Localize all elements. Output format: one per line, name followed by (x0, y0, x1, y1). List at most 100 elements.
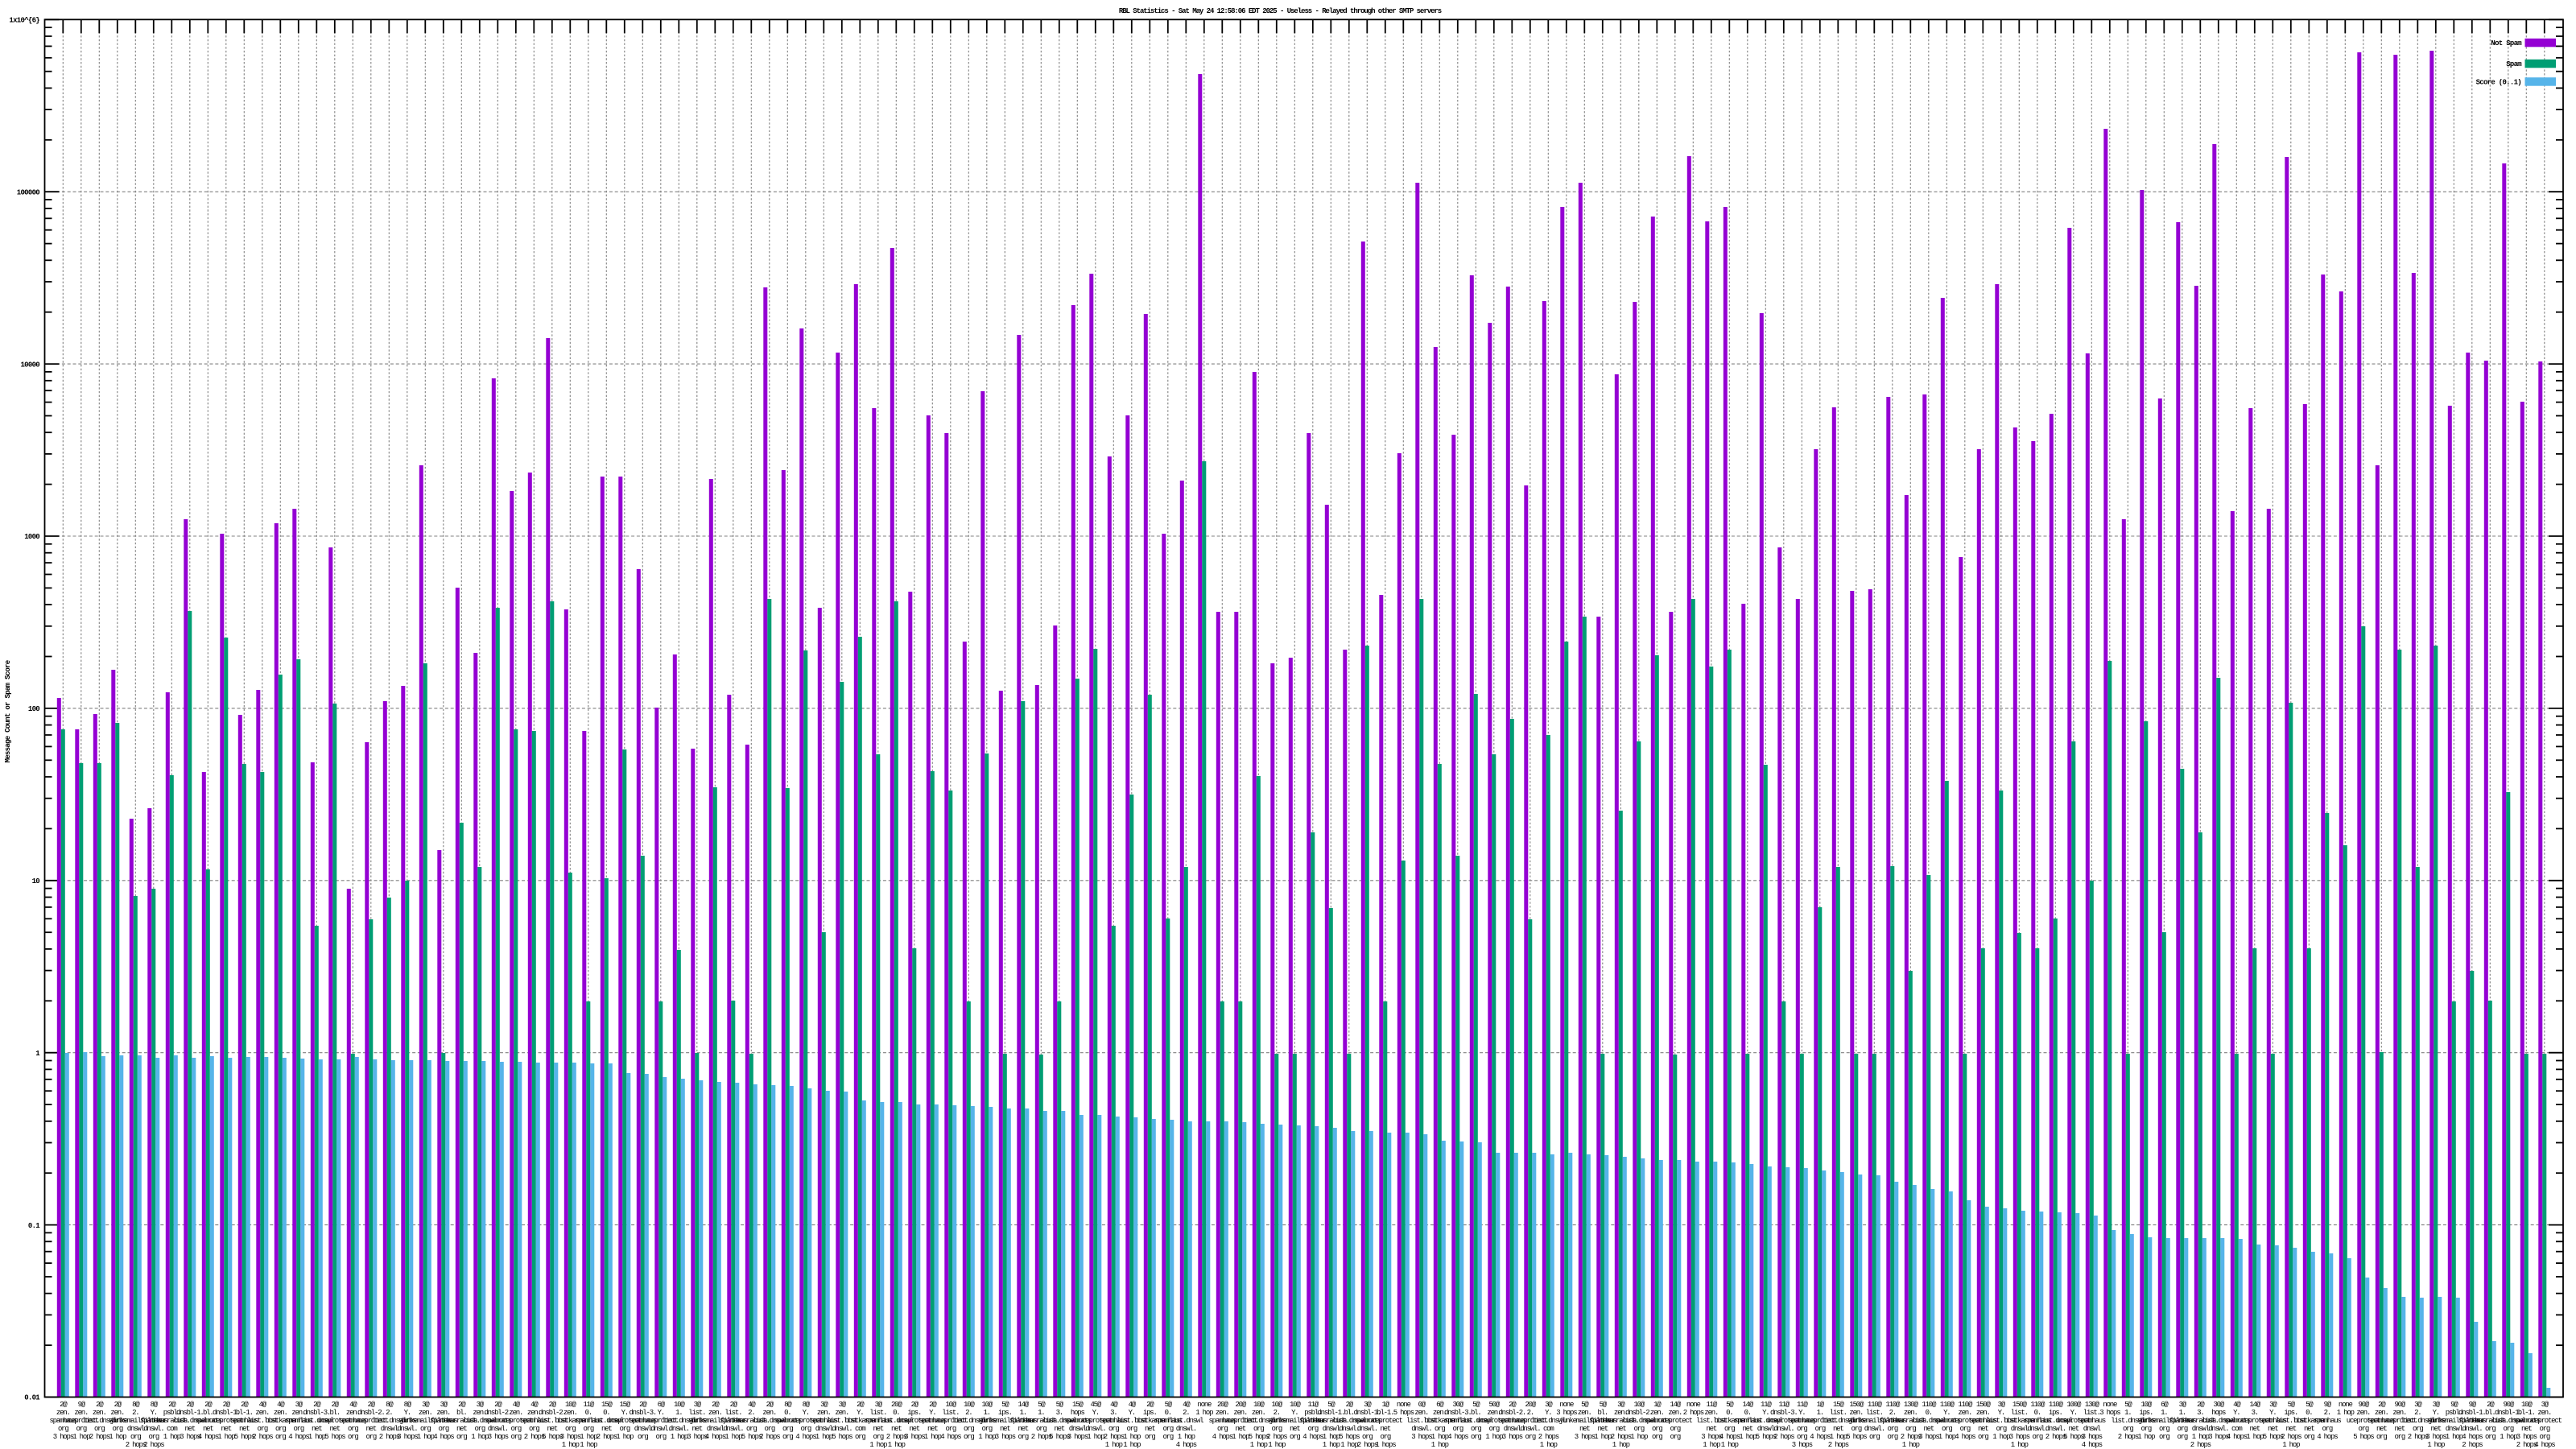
svg-text:net: net (909, 1425, 919, 1433)
svg-text:10@: 10@ (964, 1401, 975, 1409)
svg-text:30@: 30@ (1452, 1401, 1463, 1409)
svg-text:1.: 1. (1817, 1409, 1823, 1417)
svg-text:2 hops: 2 hops (2462, 1441, 2483, 1449)
svg-text:3@: 3@ (839, 1401, 847, 1409)
svg-text:110@: 110@ (1868, 1401, 1883, 1409)
svg-text:spamhaus: spamhaus (629, 1417, 656, 1425)
svg-text:spamhaus: spamhaus (2458, 1417, 2486, 1425)
svg-text:spamrats: spamrats (484, 1417, 511, 1425)
svg-text:15@: 15@ (619, 1401, 630, 1409)
svg-text:org: org (2159, 1433, 2169, 1441)
svg-text:5 hops: 5 hops (324, 1433, 345, 1441)
svg-text:dnsbl-2.: dnsbl-2. (1498, 1409, 1525, 1417)
svg-text:dnsbl-1.: dnsbl-1. (2495, 1409, 2522, 1417)
svg-text:org: org (619, 1425, 630, 1433)
svg-text:1 hop: 1 hop (2011, 1441, 2029, 1449)
svg-text:net: net (184, 1425, 195, 1433)
svg-text:list.: list. (2083, 1409, 2100, 1417)
svg-text:org: org (2376, 1433, 2387, 1441)
svg-text:1 hop: 1 hop (1087, 1433, 1104, 1441)
svg-text:5@: 5@ (1327, 1401, 1335, 1409)
svg-text:1 hop: 1 hop (2137, 1433, 2155, 1441)
svg-text:spamhaus: spamhaus (285, 1417, 312, 1425)
svg-text:hostkarma: hostkarma (2293, 1417, 2326, 1425)
svg-text:none: none (1197, 1401, 1212, 1409)
svg-text:org: org (1471, 1433, 1481, 1441)
svg-text:org: org (1435, 1425, 1445, 1433)
svg-text:Y.: Y. (151, 1409, 157, 1417)
svg-text:2 hops: 2 hops (2408, 1433, 2429, 1441)
svg-text:spamrats: spamrats (2512, 1417, 2540, 1425)
svg-text:Y.: Y. (2233, 1409, 2240, 1417)
svg-text:ips.: ips. (2284, 1409, 2297, 1417)
svg-text:bl.: bl. (1471, 1409, 1481, 1417)
svg-text:org: org (94, 1425, 105, 1433)
svg-text:spamhaus: spamhaus (1734, 1417, 1761, 1425)
svg-text:8@: 8@ (132, 1401, 140, 1409)
svg-text:org: org (764, 1425, 774, 1433)
svg-text:org: org (782, 1433, 793, 1441)
svg-text:org: org (58, 1425, 68, 1433)
svg-text:uceprotect: uceprotect (1658, 1417, 1693, 1425)
svg-text:1.: 1. (2161, 1409, 2167, 1417)
svg-text:org: org (2503, 1425, 2513, 1433)
svg-text:org: org (655, 1433, 666, 1441)
svg-text:5@: 5@ (2288, 1401, 2296, 1409)
svg-text:100: 100 (28, 705, 39, 713)
svg-text:9@: 9@ (78, 1401, 86, 1409)
svg-text:org: org (800, 1425, 811, 1433)
svg-text:10@: 10@ (1290, 1401, 1301, 1409)
svg-text:3.: 3. (2252, 1409, 2258, 1417)
svg-text:zen.: zen. (817, 1409, 831, 1417)
svg-text:4 hops: 4 hops (1447, 1433, 1468, 1441)
svg-text:zen.: zen. (2537, 1409, 2551, 1417)
svg-text:org: org (1162, 1425, 1173, 1433)
svg-text:dnsbl-3.: dnsbl-3. (1770, 1409, 1798, 1417)
svg-text:psbl.: psbl. (163, 1409, 180, 1417)
svg-text:list.dnswl: list.dnswl (299, 1417, 334, 1425)
svg-text:net: net (456, 1425, 467, 1433)
svg-text:spamrats: spamrats (1353, 1417, 1381, 1425)
svg-text:list.dnswl: list.dnswl (1459, 1417, 1493, 1425)
svg-text:hostkarma: hostkarma (2004, 1417, 2036, 1425)
svg-text:org: org (76, 1425, 86, 1433)
svg-text:2@: 2@ (60, 1401, 68, 1409)
svg-text:list.dnswl: list.dnswl (1169, 1417, 1203, 1425)
svg-text:5 hops: 5 hops (1846, 1433, 1867, 1441)
svg-text:spamrats: spamrats (2223, 1417, 2250, 1425)
svg-text:1 hop: 1 hop (417, 1433, 435, 1441)
svg-text:org: org (2123, 1425, 2133, 1433)
svg-text:spamhaus: spamhaus (865, 1417, 892, 1425)
svg-text:uceprotect: uceprotect (209, 1417, 244, 1425)
svg-text:110@: 110@ (1922, 1401, 1937, 1409)
svg-text:sorbs: sorbs (2427, 1417, 2445, 1425)
svg-text:net: net (927, 1425, 938, 1433)
svg-text:org: org (583, 1425, 593, 1433)
svg-text:4 hops: 4 hops (940, 1433, 961, 1441)
svg-text:list.dnswl: list.dnswl (1332, 1417, 1367, 1425)
svg-text:list.: list. (869, 1409, 886, 1417)
svg-text:3 hops: 3 hops (180, 1433, 200, 1441)
svg-text:org: org (2394, 1433, 2405, 1441)
svg-text:org: org (2485, 1425, 2496, 1433)
svg-text:zen.: zen. (2375, 1409, 2388, 1417)
svg-text:list.dnswl: list.dnswl (1912, 1417, 1946, 1425)
svg-text:8@: 8@ (151, 1401, 159, 1409)
svg-text:spamhaus: spamhaus (575, 1417, 602, 1425)
svg-text:org: org (2539, 1433, 2549, 1441)
svg-text:1 hop: 1 hop (1250, 1441, 1268, 1449)
svg-text:2 hops: 2 hops (2281, 1433, 2301, 1441)
svg-text:2 hops: 2 hops (143, 1441, 164, 1449)
svg-text:1 hop: 1 hop (724, 1433, 742, 1441)
svg-text:3 hops: 3 hops (2516, 1433, 2537, 1441)
svg-text:90@: 90@ (2394, 1401, 2405, 1409)
svg-text:1: 1 (35, 1050, 40, 1058)
svg-text:org: org (2159, 1425, 2169, 1433)
svg-text:0.: 0. (2034, 1409, 2041, 1417)
svg-text:2.: 2. (2414, 1409, 2421, 1417)
svg-text:hostkarma: hostkarma (1134, 1417, 1166, 1425)
svg-text:list.: list. (2011, 1409, 2028, 1417)
svg-text:2@: 2@ (2378, 1401, 2386, 1409)
svg-text:hostkarma: hostkarma (1714, 1417, 1746, 1425)
svg-text:1.: 1. (1020, 1409, 1026, 1417)
